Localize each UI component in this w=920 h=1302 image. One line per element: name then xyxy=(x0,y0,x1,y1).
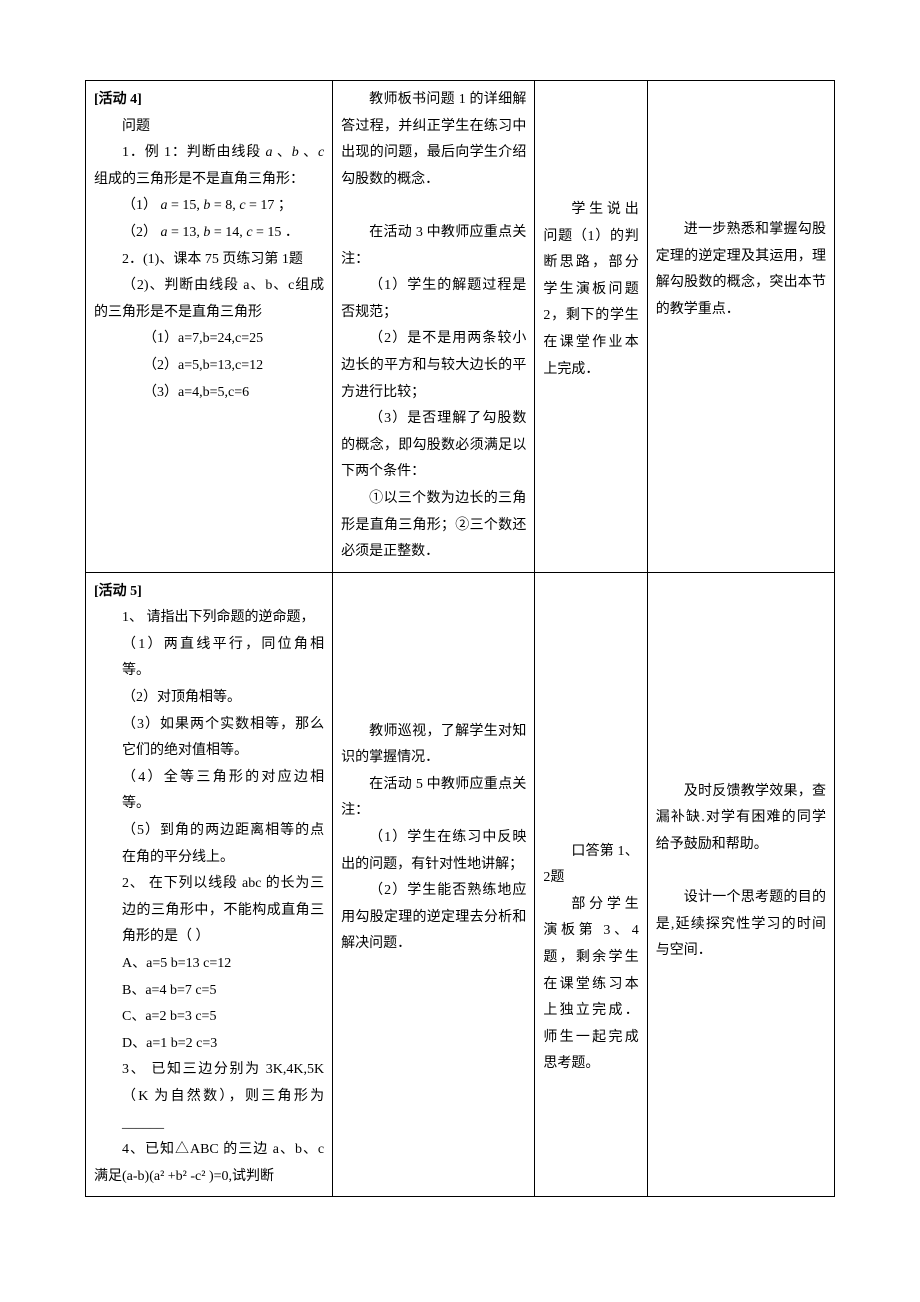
exercise2-sub2: （2）a=5,b=13,c=12 xyxy=(143,353,324,380)
student-activity: 学生说出问题（1）的判断思路，部分学生演板问题 2，剩下的学生在课堂作业本上完成… xyxy=(543,197,638,383)
q3: 3、 已知三边分别为 3K,4K,5K（K 为自然数），则三角形为______ xyxy=(122,1057,324,1137)
teacher-item2: （2）是不是用两条较小边长的平方和与较大边长的平方进行比较； xyxy=(341,326,526,406)
q4: 4、已知△ABC 的三边 a、b、c 满足(a-b)(a² +b² -c² )=… xyxy=(94,1137,324,1190)
lesson-plan-table: [活动 4] 问题 1．例 1：判断由线段 a 、b 、c 组成的三角形是不是直… xyxy=(85,80,835,1197)
q2-d: D、a=1 b=2 c=3 xyxy=(122,1031,324,1058)
activity4-col3: 学生说出问题（1）的判断思路，部分学生演板问题 2，剩下的学生在课堂作业本上完成… xyxy=(535,81,647,573)
q1-intro: 1、 请指出下列命题的逆命题， xyxy=(122,605,324,632)
teacher-para1: 教师板书问题 1 的详细解答过程，并纠正学生在练习中出现的问题，最后向学生介绍勾… xyxy=(341,87,526,193)
q2-intro: 2、 在下列以线段 abc 的长为三边的三角形中，不能构成直角三角形的是（ ） xyxy=(122,871,324,951)
exercise2-line1: 2．(1)、课本 75 页练习第 1题 xyxy=(94,247,324,274)
teacher-item1: （1）学生的解题过程是否规范； xyxy=(341,273,526,326)
teacher-para2: 在活动 5 中教师应重点关注： xyxy=(341,772,526,825)
q1-2: （2）对顶角相等。 xyxy=(122,685,324,712)
q1-1: （1）两直线平行，同位角相等。 xyxy=(122,632,324,685)
activity4-col2: 教师板书问题 1 的详细解答过程，并纠正学生在练习中出现的问题，最后向学生介绍勾… xyxy=(333,81,535,573)
activity5-col2: 教师巡视，了解学生对知识的掌握情况． 在活动 5 中教师应重点关注： （1）学生… xyxy=(333,572,535,1197)
intent-p2: 设计一个思考题的目的是,延续探究性学习的时间与空间． xyxy=(656,885,826,965)
example1-item1: （1） a = 15, b = 8, c = 17 ； xyxy=(94,193,324,220)
q2-b: B、a=4 b=7 c=5 xyxy=(122,978,324,1005)
q1-5: （5）到角的两边距离相等的点在角的平分线上。 xyxy=(122,818,324,871)
q1-3: （3）如果两个实数相等，那么它们的绝对值相等。 xyxy=(122,712,324,765)
table-row: [活动 4] 问题 1．例 1：判断由线段 a 、b 、c 组成的三角形是不是直… xyxy=(86,81,835,573)
activity4-col1: [活动 4] 问题 1．例 1：判断由线段 a 、b 、c 组成的三角形是不是直… xyxy=(86,81,333,573)
activity5-col3: 口答第 1、2题 部分学生演板第 3、4 题，剩余学生在课堂练习本上独立完成．师… xyxy=(535,572,647,1197)
design-intent: 进一步熟悉和掌握勾股定理的逆定理及其运用，理解勾股数的概念，突出本节的教学重点． xyxy=(656,217,826,323)
q2-a: A、a=5 b=13 c=12 xyxy=(122,951,324,978)
teacher-item3: （3）是否理解了勾股数的概念，即勾股数必须满足以下两个条件： xyxy=(341,406,526,486)
teacher-para2: 在活动 3 中教师应重点关注： xyxy=(341,220,526,273)
activity5-col4: 及时反馈教学效果，查漏补缺.对学有困难的同学给予鼓励和帮助。 设计一个思考题的目… xyxy=(647,572,834,1197)
problem-heading: 问题 xyxy=(94,114,324,141)
student-p1: 口答第 1、2题 xyxy=(543,839,638,892)
table-row: [活动 5] 1、 请指出下列命题的逆命题， （1）两直线平行，同位角相等。 （… xyxy=(86,572,835,1197)
exercise2-sub1: （1）a=7,b=24,c=25 xyxy=(143,326,324,353)
q1-4: （4）全等三角形的对应边相等。 xyxy=(122,765,324,818)
teacher-item2: （2）学生能否熟练地应用勾股定理的逆定理去分析和解决问题． xyxy=(341,878,526,958)
activity-label: [活动 4] xyxy=(94,87,324,114)
example1-item2: （2） a = 13, b = 14, c = 15 ． xyxy=(94,220,324,247)
exercise2-sub3: （3）a=4,b=5,c=6 xyxy=(143,380,324,407)
teacher-para1: 教师巡视，了解学生对知识的掌握情况． xyxy=(341,719,526,772)
intent-p1: 及时反馈教学效果，查漏补缺.对学有困难的同学给予鼓励和帮助。 xyxy=(656,779,826,859)
activity5-col1: [活动 5] 1、 请指出下列命题的逆命题， （1）两直线平行，同位角相等。 （… xyxy=(86,572,333,1197)
activity-label: [活动 5] xyxy=(94,579,324,606)
q2-c: C、a=2 b=3 c=5 xyxy=(122,1004,324,1031)
teacher-item4: ①以三个数为边长的三角形是直角三角形；②三个数还必须是正整数． xyxy=(341,486,526,566)
teacher-item1: （1）学生在练习中反映出的问题，有针对性地讲解； xyxy=(341,825,526,878)
exercise2-line2: （2)、判断由线段 a、b、c组成的三角形是不是直角三角形 xyxy=(94,273,324,326)
example1-intro: 1．例 1：判断由线段 a 、b 、c 组成的三角形是不是直角三角形： xyxy=(94,140,324,193)
student-p2: 部分学生演板第 3、4 题，剩余学生在课堂练习本上独立完成．师生一起完成思考题。 xyxy=(543,892,638,1078)
activity4-col4: 进一步熟悉和掌握勾股定理的逆定理及其运用，理解勾股数的概念，突出本节的教学重点． xyxy=(647,81,834,573)
